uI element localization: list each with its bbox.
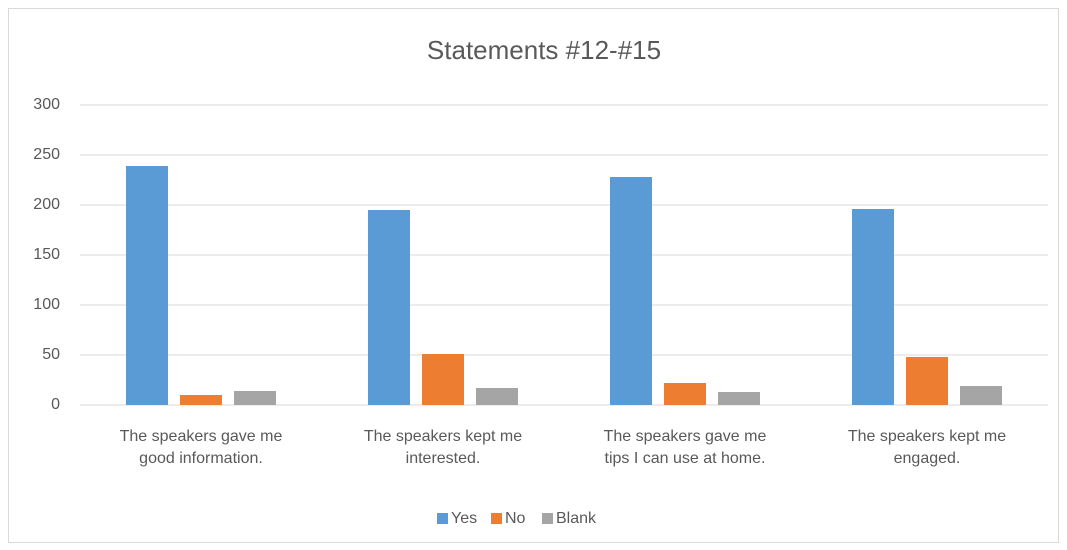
chart-title: Statements #12-#15	[427, 35, 661, 65]
legend-label: No	[505, 510, 526, 527]
bar	[476, 388, 518, 405]
x-tick-label: The speakers kept me interested.	[363, 428, 523, 467]
legend-swatch	[542, 513, 553, 524]
legend-swatch	[437, 513, 448, 524]
bar	[368, 210, 410, 405]
y-tick-label: 100	[33, 296, 60, 313]
bar	[960, 386, 1002, 405]
bar	[664, 383, 706, 405]
bar	[126, 166, 168, 405]
bar	[180, 395, 222, 405]
bar	[906, 357, 948, 405]
y-tick-label: 50	[42, 346, 60, 363]
y-tick-label: 0	[51, 396, 60, 413]
bar	[422, 354, 464, 405]
y-tick-label: 150	[33, 246, 60, 263]
legend-label: Yes	[451, 510, 477, 527]
bar	[852, 209, 894, 405]
y-tick-label: 200	[33, 196, 60, 213]
bar	[718, 392, 760, 405]
x-tick-label: The speakers gave me tips I can use at h…	[603, 428, 767, 467]
legend-label: Blank	[556, 510, 597, 527]
bar	[610, 177, 652, 405]
legend-swatch	[491, 513, 502, 524]
bar	[234, 391, 276, 405]
y-tick-label: 300	[33, 96, 60, 113]
x-tick-label: The speakers gave me good information.	[119, 428, 283, 467]
x-tick-label: The speakers kept me engaged.	[847, 428, 1007, 467]
y-tick-label: 250	[33, 146, 60, 163]
